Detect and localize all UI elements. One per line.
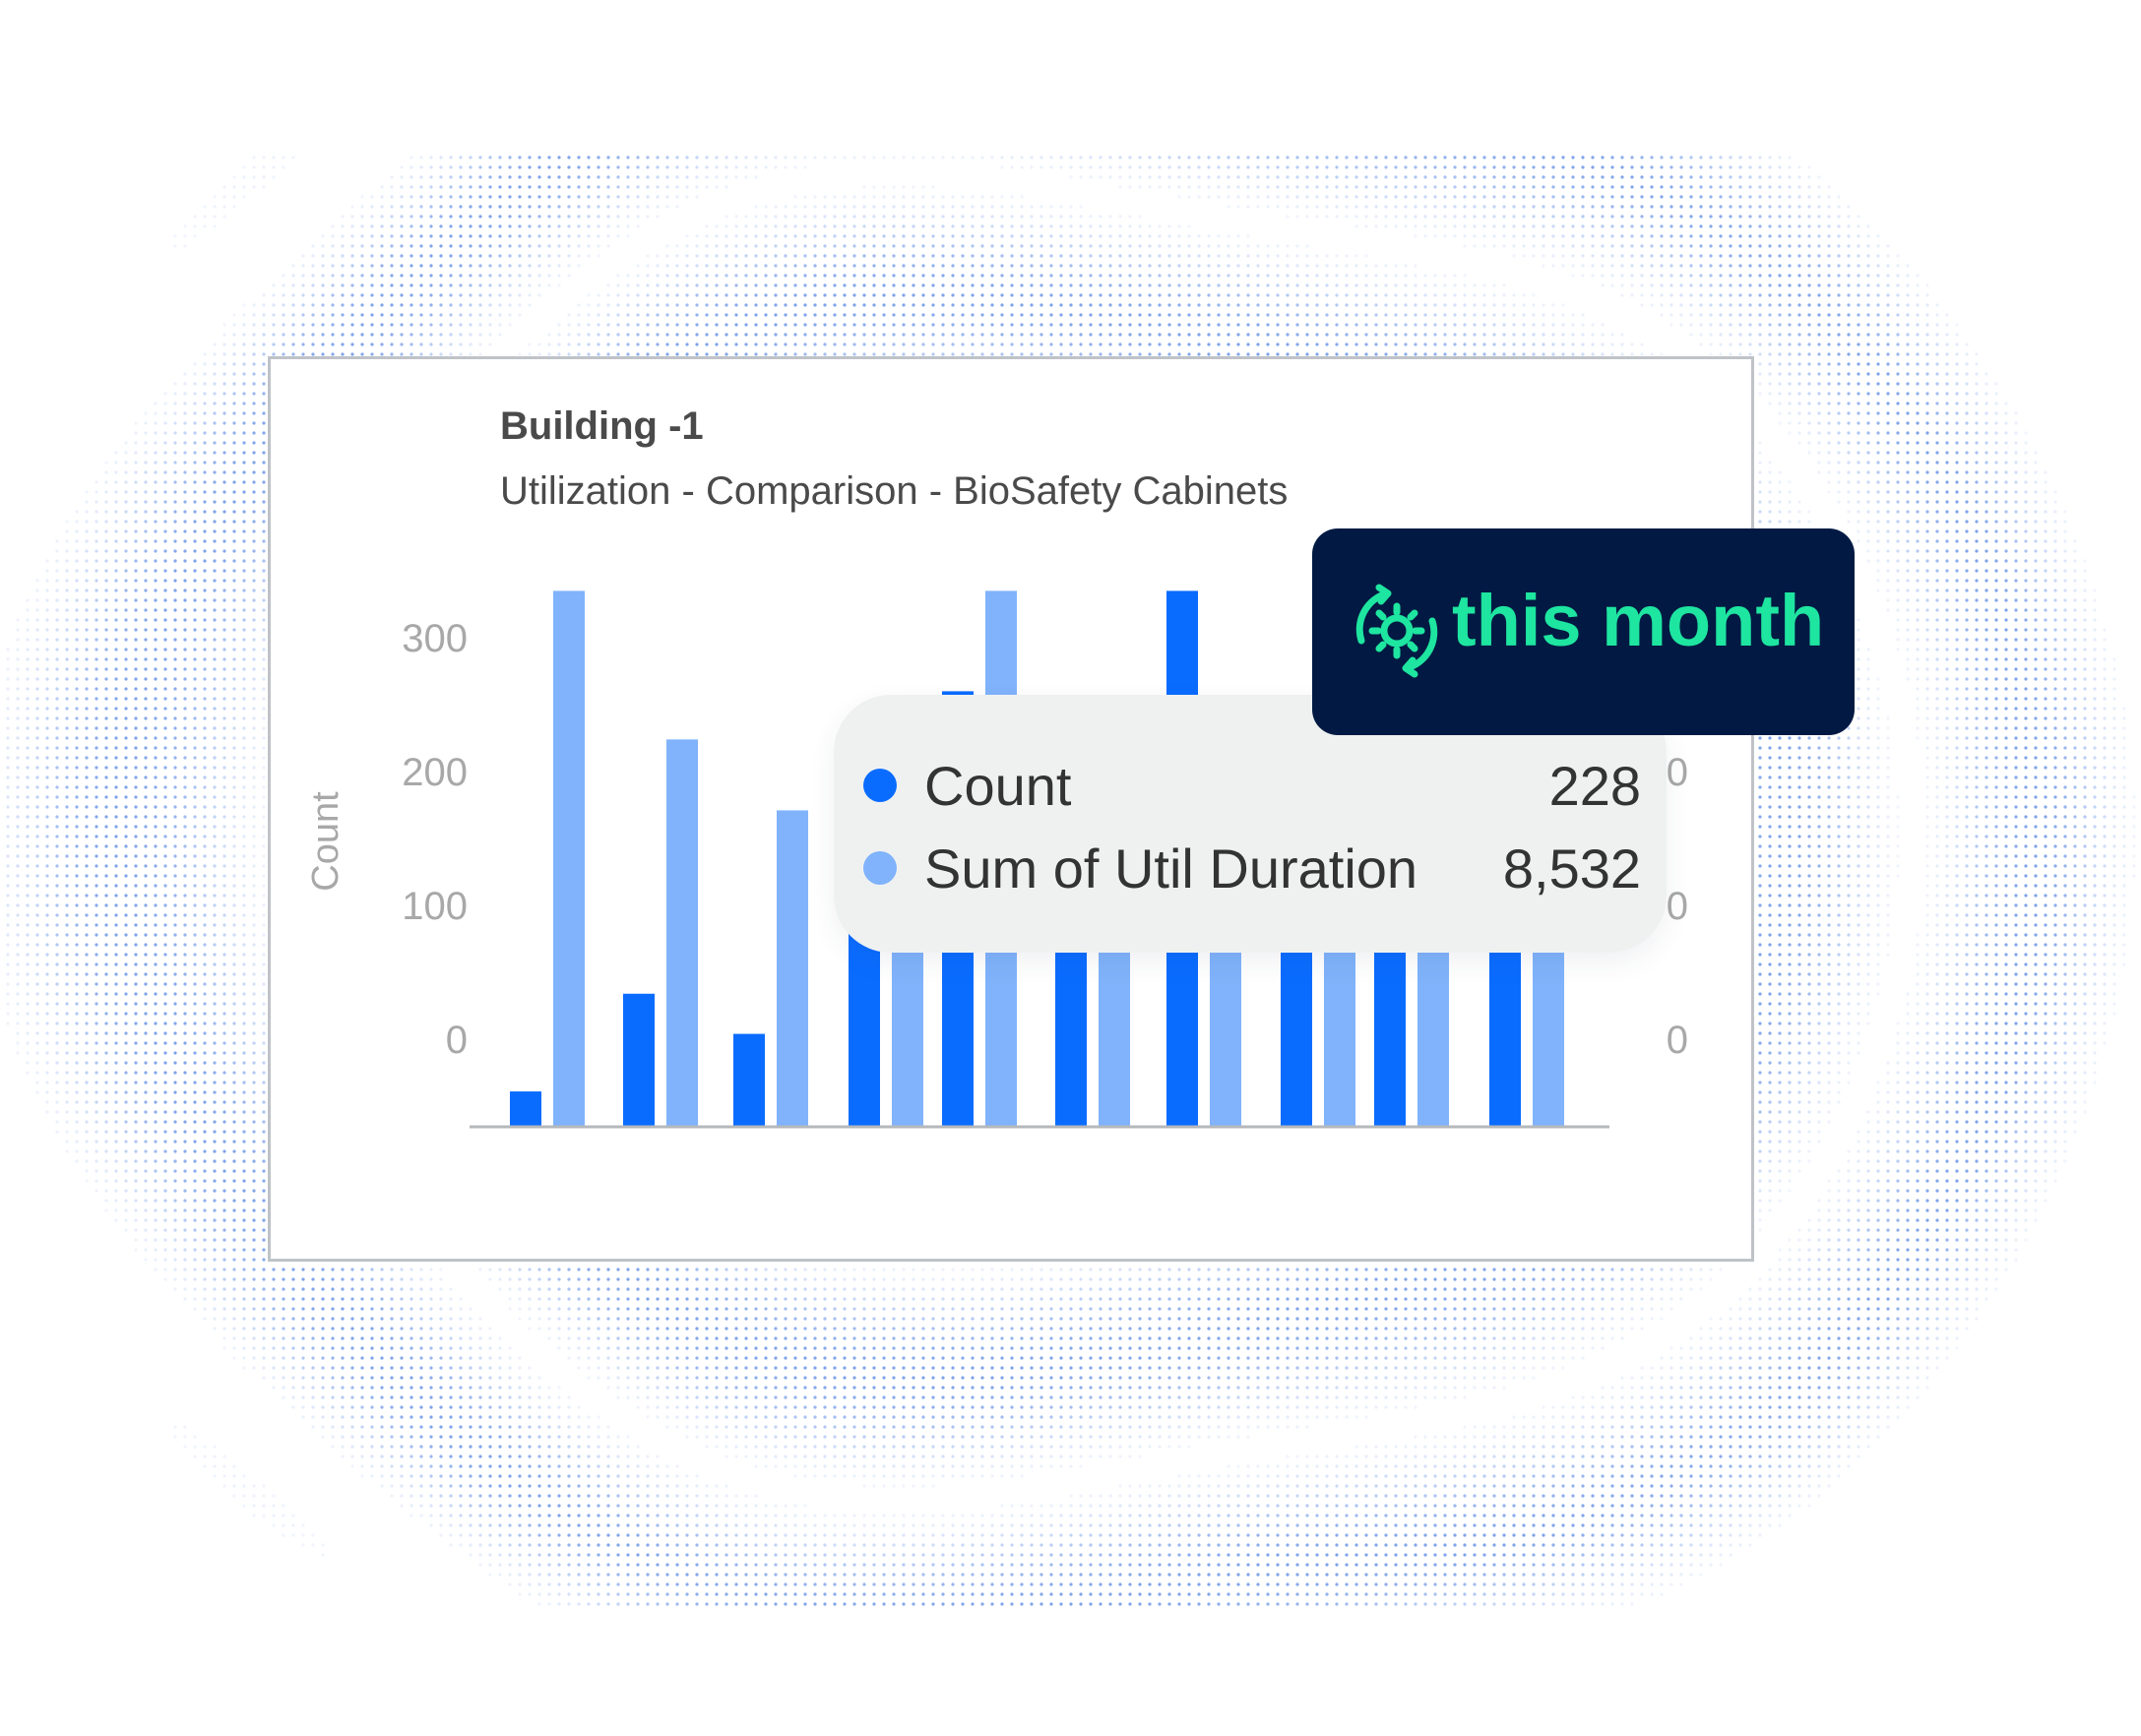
y-tick-label: 100 [402, 885, 468, 928]
y-tick-label: 0 [446, 1019, 468, 1062]
tooltip-row-util: Sum of Util Duration 8,532 [863, 829, 1641, 907]
count-legend-dot [863, 769, 897, 802]
right-y-tick-label: 0 [1667, 1019, 1688, 1062]
util-legend-dot [863, 851, 897, 885]
this-month-badge[interactable]: this month [1312, 528, 1855, 735]
tooltip-util-value: 8,532 [1503, 837, 1641, 900]
util-duration-bar[interactable] [777, 810, 808, 1127]
tooltip-count-value: 228 [1549, 754, 1641, 818]
count-bar[interactable] [510, 1091, 541, 1127]
chart-tooltip: Count 228 Sum of Util Duration 8,532 [834, 695, 1667, 953]
badge-label: this month [1452, 572, 1824, 670]
chart-subtitle: Utilization - Comparison - BioSafety Cab… [500, 469, 1288, 514]
refresh-gear-icon [1355, 584, 1438, 678]
count-bar[interactable] [1489, 918, 1521, 1127]
tooltip-row-count: Count 228 [863, 746, 1641, 825]
util-duration-bar[interactable] [553, 590, 585, 1127]
tooltip-count-label: Count [924, 754, 1549, 818]
y-axis-label: Count [305, 791, 346, 892]
util-duration-bar[interactable] [1324, 945, 1355, 1127]
util-duration-bar[interactable] [666, 739, 698, 1127]
y-tick-label: 300 [402, 617, 468, 660]
chart-title: Building -1 [500, 404, 704, 449]
y-tick-label: 200 [402, 751, 468, 794]
tooltip-util-label: Sum of Util Duration [924, 837, 1503, 900]
right-y-tick-label: 0 [1667, 751, 1688, 794]
count-bar[interactable] [623, 993, 655, 1127]
right-y-tick-label: 0 [1667, 885, 1688, 928]
count-bar[interactable] [733, 1033, 765, 1127]
